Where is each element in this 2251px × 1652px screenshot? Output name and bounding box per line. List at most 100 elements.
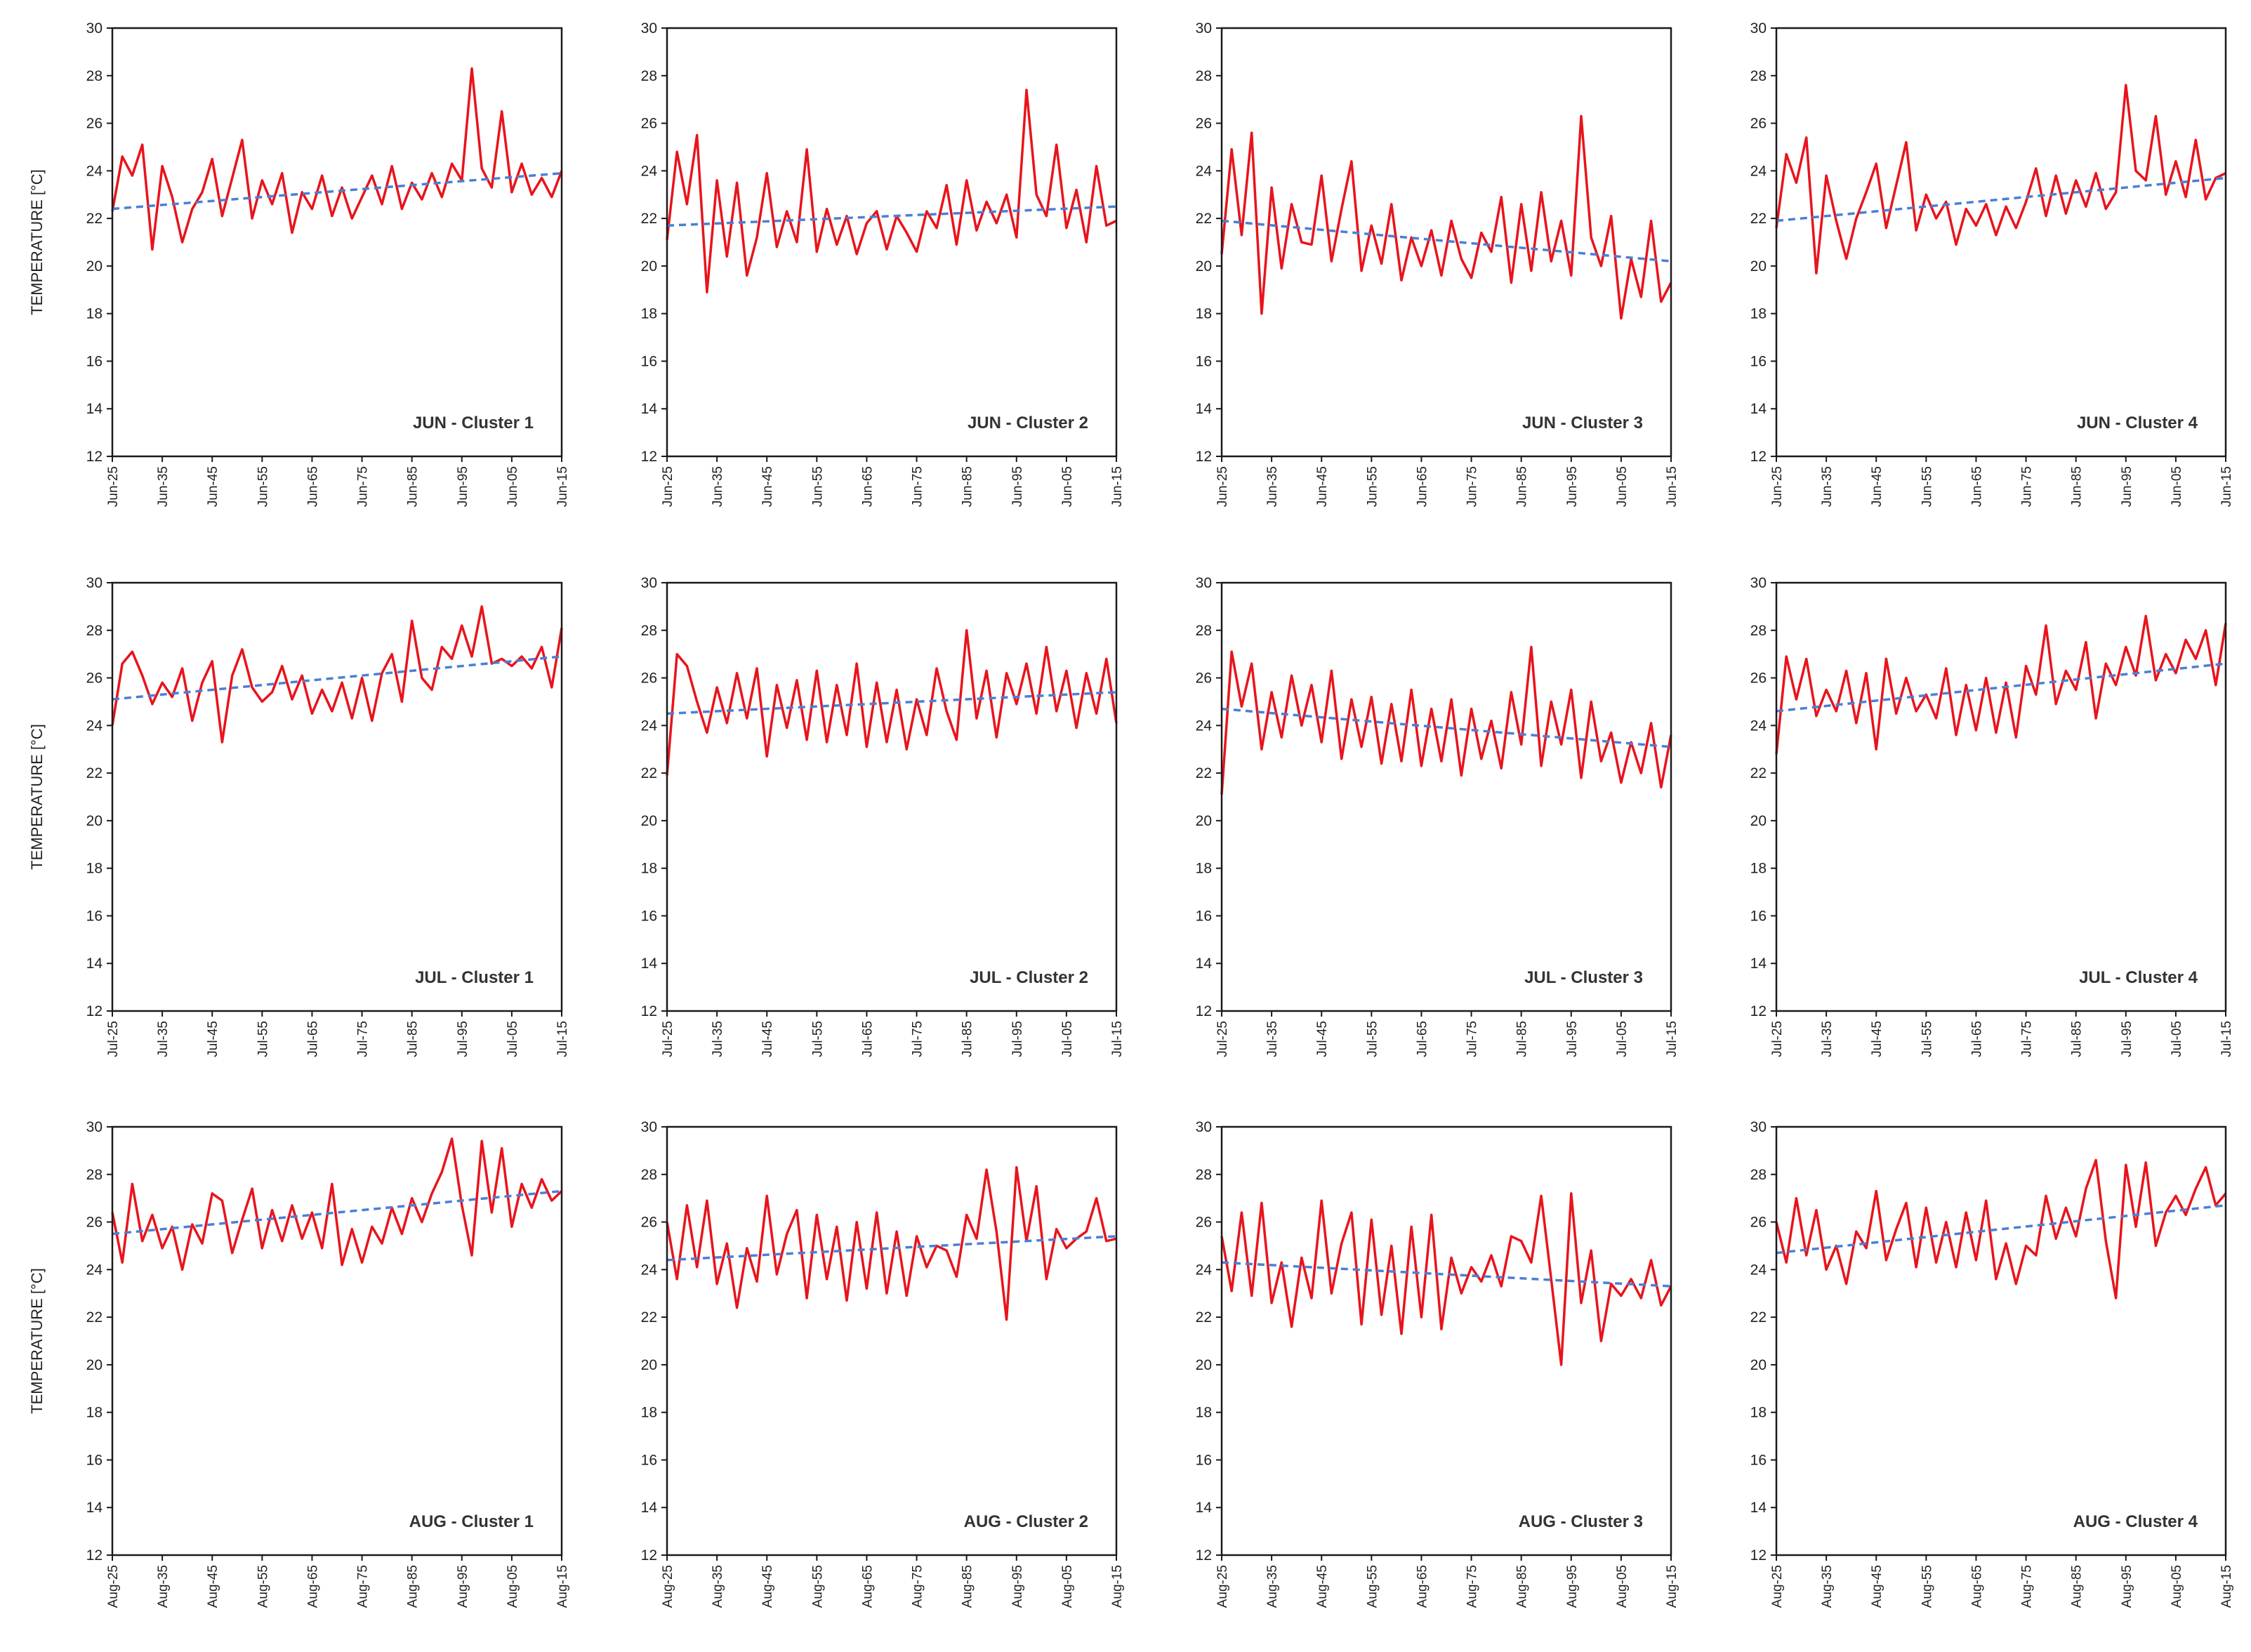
y-tick-label: 20 bbox=[1196, 1357, 1212, 1373]
x-tick-label: Aug-05 bbox=[506, 1565, 520, 1608]
y-tick-label: 22 bbox=[1196, 1309, 1212, 1326]
y-tick-label: 22 bbox=[1750, 765, 1767, 781]
y-tick-label: 18 bbox=[1196, 861, 1212, 877]
x-tick-label: Jul-95 bbox=[2120, 1021, 2134, 1057]
panel-label: JUL - Cluster 1 bbox=[415, 968, 534, 987]
x-tick-label: Jul-55 bbox=[810, 1021, 825, 1057]
x-tick-label: Aug-15 bbox=[555, 1565, 570, 1608]
x-tick-label: Aug-95 bbox=[1565, 1565, 1580, 1608]
y-tick-label: 14 bbox=[86, 1500, 103, 1516]
x-tick-label: Jul-45 bbox=[206, 1021, 220, 1057]
x-tick-label: Jul-25 bbox=[1215, 1021, 1230, 1057]
x-tick-label: Aug-45 bbox=[206, 1565, 220, 1608]
panel-label: JUL - Cluster 3 bbox=[1524, 968, 1643, 987]
y-tick-label: 16 bbox=[1196, 1452, 1212, 1468]
trend-line bbox=[112, 171, 562, 211]
panel: 12 14 16 18 20 22 24 26 28 30 Jun-25 Jun-35 Jun-45 Ju… bbox=[28, 20, 570, 507]
y-tick-label: 12 bbox=[1196, 449, 1212, 465]
panel-label: JUL - Cluster 2 bbox=[970, 968, 1088, 987]
x-tick-label: Aug-85 bbox=[2070, 1565, 2085, 1608]
temperature-series-line bbox=[1775, 614, 2227, 755]
y-tick-label: 16 bbox=[1750, 353, 1767, 369]
x-tick-label: Jul-55 bbox=[1365, 1021, 1380, 1057]
temperature-series-line bbox=[111, 1137, 563, 1271]
y-tick-label: 30 bbox=[1750, 20, 1767, 37]
y-tick-label: 20 bbox=[86, 813, 103, 829]
plot-frame bbox=[666, 1125, 1118, 1557]
x-tick-label: Jun-55 bbox=[256, 466, 270, 507]
x-tick-label: Aug-05 bbox=[2170, 1565, 2184, 1608]
panel: 12 14 16 18 20 22 24 26 28 30 Jun-25 Jun-35 Jun-45 Ju… bbox=[641, 20, 1125, 507]
y-tick-label: 16 bbox=[641, 353, 657, 369]
y-tick-label: 16 bbox=[1196, 908, 1212, 924]
y-tick-label: 12 bbox=[641, 449, 657, 465]
plot-frame bbox=[1775, 581, 2227, 1012]
x-tick-label: Aug-35 bbox=[1820, 1565, 1835, 1608]
y-tick-label: 16 bbox=[641, 1452, 657, 1468]
x-tick-label: Jun-45 bbox=[1870, 466, 1884, 507]
y-tick-label: 20 bbox=[1196, 258, 1212, 275]
x-tick-label: Jun-15 bbox=[1665, 466, 1679, 507]
y-tick-label: 22 bbox=[86, 1309, 103, 1326]
y-tick-label: 20 bbox=[1750, 813, 1767, 829]
y-tick-label: 26 bbox=[1196, 1215, 1212, 1231]
trend-line bbox=[112, 655, 562, 701]
x-tick-label: Aug-95 bbox=[456, 1565, 470, 1608]
x-tick-label: Jul-15 bbox=[2219, 1021, 2234, 1057]
y-tick-label: 14 bbox=[1196, 1500, 1213, 1516]
x-tick-label: Jun-35 bbox=[711, 466, 725, 507]
y-tick-label: 14 bbox=[1196, 401, 1213, 417]
y-tick-label: 14 bbox=[641, 401, 658, 417]
x-tick-label: Jul-15 bbox=[1665, 1021, 1679, 1057]
y-tick-label: 20 bbox=[1750, 258, 1767, 275]
x-tick-label: Jul-85 bbox=[2070, 1021, 2085, 1057]
x-tick-label: Jun-55 bbox=[1920, 466, 1934, 507]
plot-frame bbox=[1220, 27, 1672, 458]
plot-frame bbox=[111, 1125, 563, 1557]
x-tick-label: Aug-35 bbox=[156, 1565, 171, 1608]
panel-label: AUG - Cluster 1 bbox=[409, 1512, 534, 1531]
y-tick-label: 14 bbox=[641, 956, 658, 972]
panel-label: JUN - Cluster 3 bbox=[1522, 414, 1643, 432]
x-tick-label: Jul-05 bbox=[2170, 1021, 2184, 1057]
y-tick-label: 20 bbox=[86, 258, 103, 275]
x-tick-label: Aug-15 bbox=[1665, 1565, 1679, 1608]
y-tick-label: 12 bbox=[641, 1003, 657, 1019]
y-tick-label: 18 bbox=[1750, 861, 1767, 877]
panel: 12 14 16 18 20 22 24 26 28 30 Jul-25 Jul-35 Jul-45 Ju… bbox=[28, 575, 570, 1057]
x-tick-label: Jun-95 bbox=[1010, 466, 1025, 507]
x-tick-label: Jul-75 bbox=[911, 1021, 925, 1057]
y-tick-label: 14 bbox=[1750, 401, 1767, 417]
x-tick-label: Jul-05 bbox=[1060, 1021, 1075, 1057]
y-tick-label: 26 bbox=[1750, 670, 1767, 687]
x-tick-label: Jun-55 bbox=[810, 466, 825, 507]
y-tick-label: 24 bbox=[1750, 163, 1767, 179]
y-tick-label: 30 bbox=[641, 1119, 657, 1135]
x-tick-label: Jul-25 bbox=[1770, 1021, 1785, 1057]
plot-frame bbox=[1775, 1125, 2227, 1557]
x-tick-label: Jul-85 bbox=[1515, 1021, 1530, 1057]
x-tick-label: Jun-25 bbox=[661, 466, 675, 507]
y-tick-label: 24 bbox=[86, 718, 103, 734]
x-tick-label: Jun-95 bbox=[2120, 466, 2134, 507]
x-tick-label: Aug-75 bbox=[356, 1565, 371, 1608]
x-tick-label: Jun-85 bbox=[1515, 466, 1530, 507]
x-tick-label: Aug-15 bbox=[2219, 1565, 2234, 1608]
y-tick-label: 28 bbox=[86, 1167, 103, 1183]
y-tick-label: 18 bbox=[641, 1405, 657, 1421]
x-tick-label: Jul-95 bbox=[456, 1021, 470, 1057]
x-tick-label: Aug-65 bbox=[860, 1565, 875, 1608]
x-tick-label: Jun-35 bbox=[1265, 466, 1280, 507]
x-tick-label: Aug-75 bbox=[2020, 1565, 2035, 1608]
trend-line bbox=[666, 205, 1117, 227]
panel-label: AUG - Cluster 2 bbox=[964, 1512, 1088, 1531]
x-tick-label: Jul-05 bbox=[1615, 1021, 1630, 1057]
x-tick-label: Jul-65 bbox=[1969, 1021, 1984, 1057]
x-tick-label: Jul-35 bbox=[1265, 1021, 1280, 1057]
y-tick-label: 24 bbox=[1196, 718, 1213, 734]
x-tick-label: Aug-45 bbox=[1315, 1565, 1330, 1608]
y-tick-label: 28 bbox=[1196, 623, 1212, 639]
x-tick-label: Jul-85 bbox=[406, 1021, 421, 1057]
x-tick-label: Jun-75 bbox=[356, 466, 371, 507]
x-tick-label: Jun-05 bbox=[1060, 466, 1075, 507]
